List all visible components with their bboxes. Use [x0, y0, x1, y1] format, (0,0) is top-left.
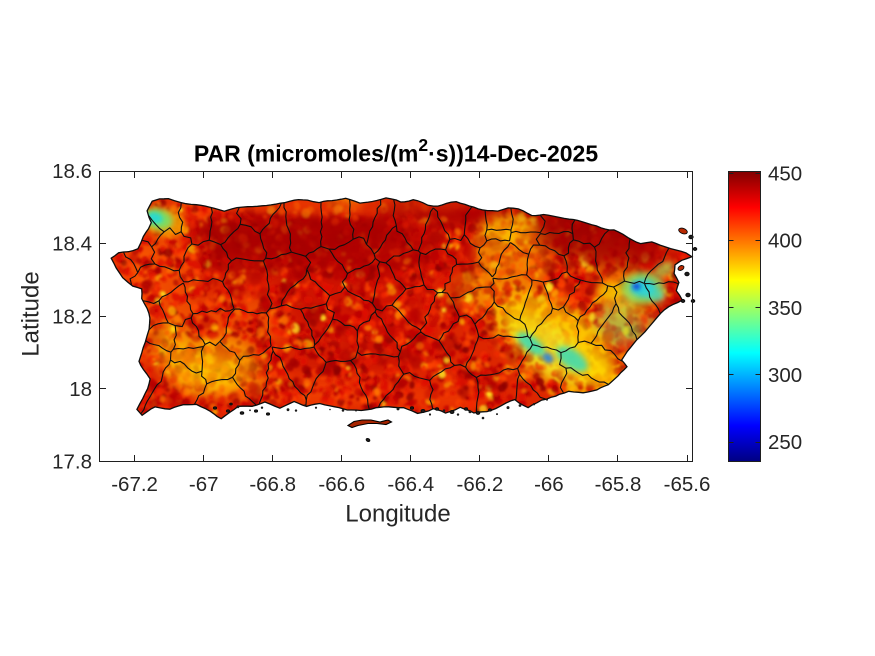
svg-text:-65.8: -65.8	[595, 473, 642, 496]
svg-text:18.2: 18.2	[52, 305, 92, 328]
svg-text:350: 350	[768, 297, 802, 320]
svg-text:-67.2: -67.2	[111, 473, 158, 496]
svg-text:250: 250	[768, 431, 802, 454]
svg-text:-66: -66	[534, 473, 564, 496]
svg-text:PAR (micromoles/(m2·s))14-Dec-: PAR (micromoles/(m2·s))14-Dec-2025	[194, 135, 598, 167]
svg-text:-65.6: -65.6	[664, 473, 711, 496]
svg-text:17.8: 17.8	[52, 451, 92, 474]
svg-text:18.4: 18.4	[52, 233, 92, 256]
svg-text:300: 300	[768, 364, 802, 387]
svg-text:-66.8: -66.8	[249, 473, 296, 496]
svg-text:Longitude: Longitude	[345, 501, 450, 528]
svg-text:-66.4: -66.4	[387, 473, 434, 496]
svg-text:18: 18	[69, 378, 92, 401]
svg-text:400: 400	[768, 230, 802, 253]
svg-text:-66.6: -66.6	[318, 473, 365, 496]
svg-text:Latitude: Latitude	[18, 271, 45, 356]
svg-text:-66.2: -66.2	[457, 473, 504, 496]
svg-text:450: 450	[768, 163, 802, 186]
svg-text:-67: -67	[189, 473, 219, 496]
svg-text:18.6: 18.6	[52, 160, 92, 183]
